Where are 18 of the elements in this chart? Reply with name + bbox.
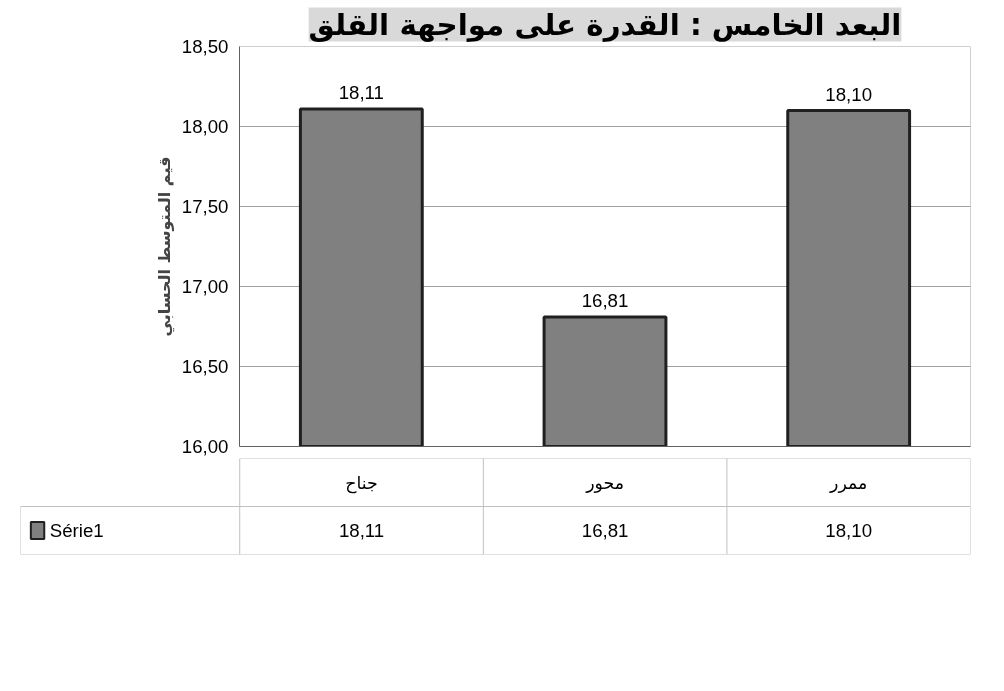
y-tick-label: 18,00 xyxy=(181,116,229,137)
y-tick-label: 17,50 xyxy=(181,196,229,217)
y-tick-label: 16,50 xyxy=(181,356,229,377)
y-axis-title: قيم المتوسط الحسابي xyxy=(154,156,175,337)
legend-label: Série1 xyxy=(49,520,104,541)
data-label: 18,10 xyxy=(825,520,873,541)
x-tick-label: جناح xyxy=(345,472,378,494)
y-tick-label: 16,00 xyxy=(181,436,229,457)
x-tick-label: محور xyxy=(585,472,625,493)
data-label: 18,11 xyxy=(338,520,385,541)
text: 16,81 xyxy=(581,289,629,311)
text: 18,11 xyxy=(338,81,384,103)
y-tick-label: 18,50 xyxy=(181,36,229,57)
x-tick-label: ممرر xyxy=(829,472,868,493)
y-tick-label: 17,00 xyxy=(181,276,229,297)
text: 18,10 xyxy=(825,83,873,105)
chart-title: البعد الخامس : القدرة على مواجهة القلق xyxy=(308,7,902,42)
data-label: 16,81 xyxy=(581,520,629,541)
